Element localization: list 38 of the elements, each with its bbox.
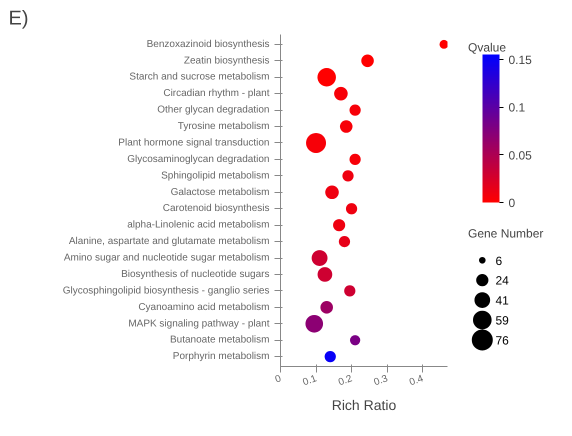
- y-tick-label: Carotenoid biosynthesis: [162, 203, 270, 214]
- text: E): [8, 8, 28, 30]
- y-tick-label: Butanoate metabolism: [170, 334, 270, 346]
- y-tick-label: Circadian rhythm - plant: [163, 88, 270, 100]
- y-tick-label: Tyrosine metabolism: [178, 121, 270, 132]
- color-bar-label: 0.05: [508, 148, 532, 162]
- x-tick-label: 0.4: [408, 373, 426, 388]
- legend-label: 24: [496, 274, 510, 288]
- y-tick-label: Porphyrin metabolism: [172, 351, 270, 362]
- x-tick-label: 0.2: [336, 373, 354, 388]
- x-tick-label: 0.1: [301, 373, 319, 388]
- y-tick-label: Glycosphingolipid biosynthesis - ganglio series: [62, 285, 270, 296]
- y-tick-label: Benzoxazinoid biosynthesis: [146, 38, 270, 50]
- x-axis-title: Rich Ratio: [332, 396, 397, 413]
- y-tick-label: alpha-Linolenic acid metabolism: [127, 220, 270, 231]
- y-tick-label: Amino sugar and nucleotide sugar metabolism: [64, 252, 270, 264]
- color-bar-label: 0.1: [508, 100, 526, 115]
- y-tick-label: Starch and sucrose metabolism: [129, 72, 270, 83]
- y-tick-label: Other glycan degradation: [157, 104, 270, 116]
- y-tick-label: Biosynthesis of nucleotide sugars: [121, 268, 270, 280]
- color-bar-label: 0.15: [508, 52, 532, 67]
- y-tick-label: Cyanoamino acid metabolism: [138, 302, 270, 313]
- legend-label: 6: [496, 254, 502, 268]
- y-tick-label: Galactose metabolism: [170, 186, 270, 198]
- legend-label: 41: [496, 294, 510, 308]
- legend-label: 59: [496, 314, 510, 328]
- x-tick-label: 0: [274, 373, 284, 386]
- legend-label: 76: [496, 333, 510, 348]
- y-tick-label: Zeatin biosynthesis: [184, 55, 270, 66]
- y-tick-label: Alanine, aspartate and glutamate metabolism: [68, 236, 270, 248]
- y-tick-label: Sphingolipid metabolism: [161, 170, 270, 182]
- y-tick-label: Glycosaminoglycan degradation: [127, 154, 270, 165]
- color-bar-label: 0: [508, 196, 516, 210]
- legend-title: Gene Number: [468, 226, 544, 240]
- x-tick-label: 0.3: [372, 373, 390, 388]
- y-tick-label: Plant hormone signal transduction: [118, 137, 270, 148]
- y-tick-label: MAPK signaling pathway - plant: [128, 318, 270, 330]
- color-bar-title: Qvalue: [468, 40, 506, 54]
